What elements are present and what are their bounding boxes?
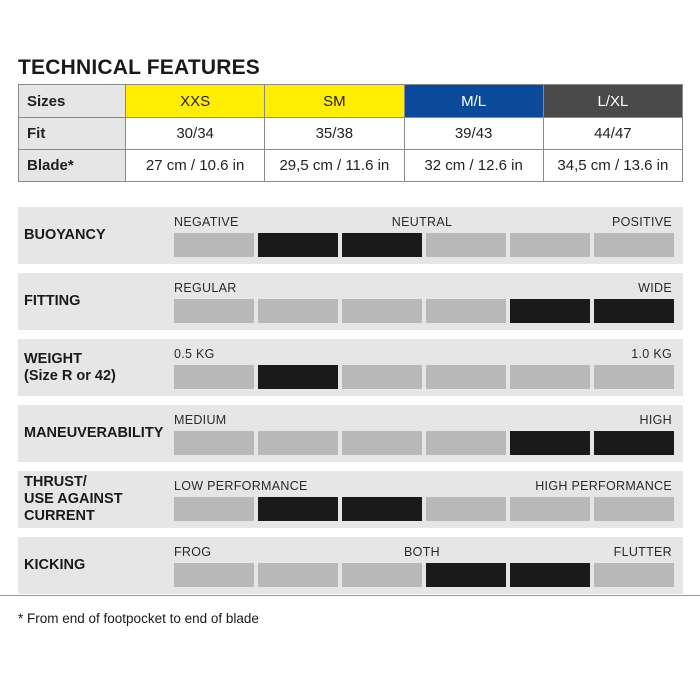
feature-name: FITTING	[24, 293, 81, 309]
fit-cell: 44/47	[542, 117, 684, 150]
scale-label-right: POSITIVE	[611, 215, 672, 229]
feature-row: THRUST/ USE AGAINST CURRENT LOW PERFORMAN…	[18, 471, 683, 528]
size-column-lxl: L/XL	[542, 84, 684, 118]
scale-label-right: HIGH	[639, 413, 672, 427]
rating-segment-filled	[594, 431, 674, 455]
rating-segment-filled	[258, 233, 338, 257]
rating-segment-empty	[594, 365, 674, 389]
rating-segment-empty	[174, 431, 254, 455]
rating-segment-filled	[426, 563, 506, 587]
blade-cell: 27 cm / 10.6 in	[124, 149, 266, 182]
rating-segment-empty	[258, 431, 338, 455]
scale-label-left: FROG	[174, 545, 212, 559]
feature-name: WEIGHT (Size R or 42)	[24, 350, 116, 384]
rating-segment-empty	[426, 431, 506, 455]
feature-name: THRUST/ USE AGAINST CURRENT	[24, 474, 123, 524]
rating-segment-filled	[342, 497, 422, 521]
scale-label-left: 0.5 KG	[174, 347, 215, 361]
size-column-xxs: XXS	[124, 84, 266, 118]
rating-segment-filled	[258, 365, 338, 389]
feature-row: FITTING REGULAR WIDE	[18, 273, 683, 330]
rating-segment-empty	[426, 365, 506, 389]
feature-row: BUOYANCY NEGATIVE NEUTRAL POSITIVE	[18, 207, 683, 264]
scale-label-center: NEUTRAL	[391, 215, 453, 229]
rating-segment-filled	[594, 299, 674, 323]
feature-row: MANEUVERABILITY MEDIUM HIGH	[18, 405, 683, 462]
rating-segment-empty	[174, 497, 254, 521]
page-title: TECHNICAL FEATURES	[18, 56, 260, 79]
rating-segment-filled	[342, 233, 422, 257]
rating-segment-empty	[510, 233, 590, 257]
scale-label-left: LOW PERFORMANCE	[174, 479, 308, 493]
scale-label-center: BOTH	[404, 545, 440, 559]
size-column-ml: M/L	[403, 84, 544, 118]
scale-label-left: MEDIUM	[174, 413, 227, 427]
blade-row-label: Blade*	[18, 149, 126, 182]
fit-cell: 39/43	[403, 117, 544, 150]
rating-segment-empty	[594, 563, 674, 587]
sizes-row-label: Sizes	[18, 84, 126, 118]
feature-row: WEIGHT (Size R or 42) 0.5 KG 1.0 KG	[18, 339, 683, 396]
feature-name: BUOYANCY	[24, 227, 106, 243]
sizes-table: Sizes XXS SM M/L L/XL Fit 30/34 35/38 39…	[18, 84, 684, 182]
fit-row: Fit 30/34 35/38 39/43 44/47	[18, 117, 684, 150]
scale-label-right: HIGH PERFORMANCE	[535, 479, 672, 493]
feature-row: KICKING FROG BOTH FLUTTER	[18, 537, 683, 594]
rating-segment-empty	[174, 299, 254, 323]
rating-segment-empty	[174, 563, 254, 587]
rating-segment-empty	[426, 299, 506, 323]
blade-cell: 29,5 cm / 11.6 in	[264, 149, 405, 182]
scale-label-right: WIDE	[638, 281, 672, 295]
rating-segment-empty	[426, 233, 506, 257]
rating-segment-filled	[510, 563, 590, 587]
feature-name: KICKING	[24, 557, 86, 573]
sizes-header-row: Sizes XXS SM M/L L/XL	[18, 84, 684, 118]
rating-segment-empty	[426, 497, 506, 521]
rating-segment-filled	[510, 431, 590, 455]
rating-segment-empty	[342, 563, 422, 587]
rating-segment-empty	[594, 233, 674, 257]
rating-segment-empty	[342, 365, 422, 389]
rating-segment-filled	[258, 497, 338, 521]
fit-cell: 35/38	[264, 117, 405, 150]
rating-segment-empty	[258, 563, 338, 587]
blade-cell: 34,5 cm / 13.6 in	[542, 149, 684, 182]
blade-row: Blade* 27 cm / 10.6 in 29,5 cm / 11.6 in…	[18, 149, 684, 182]
footnote: * From end of footpocket to end of blade	[18, 611, 259, 626]
rating-segment-empty	[342, 431, 422, 455]
rating-segment-empty	[510, 365, 590, 389]
rating-segment-empty	[342, 299, 422, 323]
rating-segment-empty	[174, 233, 254, 257]
fit-row-label: Fit	[18, 117, 126, 150]
divider	[0, 595, 700, 596]
rating-segment-empty	[174, 365, 254, 389]
scale-label-right: 1.0 KG	[631, 347, 672, 361]
scale-label-left: NEGATIVE	[174, 215, 239, 229]
fit-cell: 30/34	[124, 117, 266, 150]
blade-cell: 32 cm / 12.6 in	[403, 149, 544, 182]
scale-label-left: REGULAR	[174, 281, 237, 295]
rating-segment-empty	[594, 497, 674, 521]
size-column-sm: SM	[264, 84, 405, 118]
scale-label-right: FLUTTER	[613, 545, 672, 559]
rating-segment-filled	[510, 299, 590, 323]
rating-segment-empty	[258, 299, 338, 323]
rating-segment-empty	[510, 497, 590, 521]
feature-name: MANEUVERABILITY	[24, 425, 164, 441]
